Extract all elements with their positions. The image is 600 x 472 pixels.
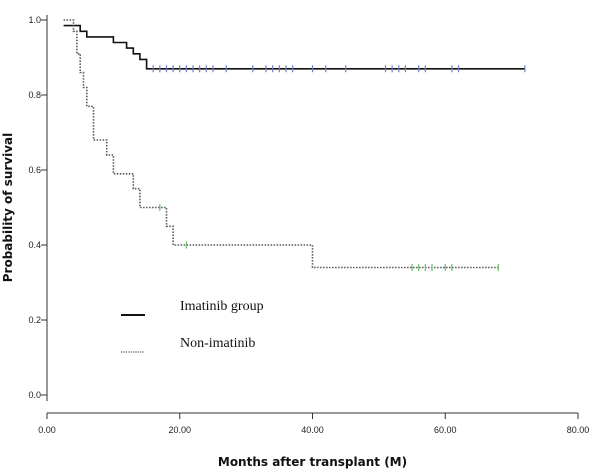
- y-tick-label: 0.8: [28, 90, 41, 100]
- legend-label-imatinib: Imatinib group: [180, 299, 264, 314]
- y-tick-label: 1.0: [28, 15, 41, 25]
- legend: Imatinib group Non-imatinib: [121, 299, 264, 353]
- axes: [46, 15, 578, 414]
- x-tick-label: 40.00: [301, 425, 324, 435]
- x-tick-label: 20.00: [168, 425, 191, 435]
- legend-label-non-imatinib: Non-imatinib: [180, 336, 255, 351]
- y-tick-label: 0.6: [28, 165, 41, 175]
- x-tick-label: 0.00: [38, 425, 56, 435]
- y-tick-label: 0.4: [28, 240, 41, 250]
- x-tick-label: 80.00: [567, 425, 590, 435]
- y-tick-label: 0.0: [28, 390, 41, 400]
- y-tick-label: 0.2: [28, 315, 41, 325]
- series-line-0: [63, 24, 525, 70]
- ticks: 0.00 20.00 40.00 60.00 80.00 0.0 0.2 0.4 0.6 0.8 1…: [28, 15, 589, 435]
- x-axis-title: Months after transplant (M): [218, 455, 407, 469]
- x-tick-label: 60.00: [434, 425, 457, 435]
- y-axis-title: Probability of survival: [1, 133, 15, 283]
- series-layer: [63, 19, 526, 271]
- series-line-1: [63, 19, 499, 269]
